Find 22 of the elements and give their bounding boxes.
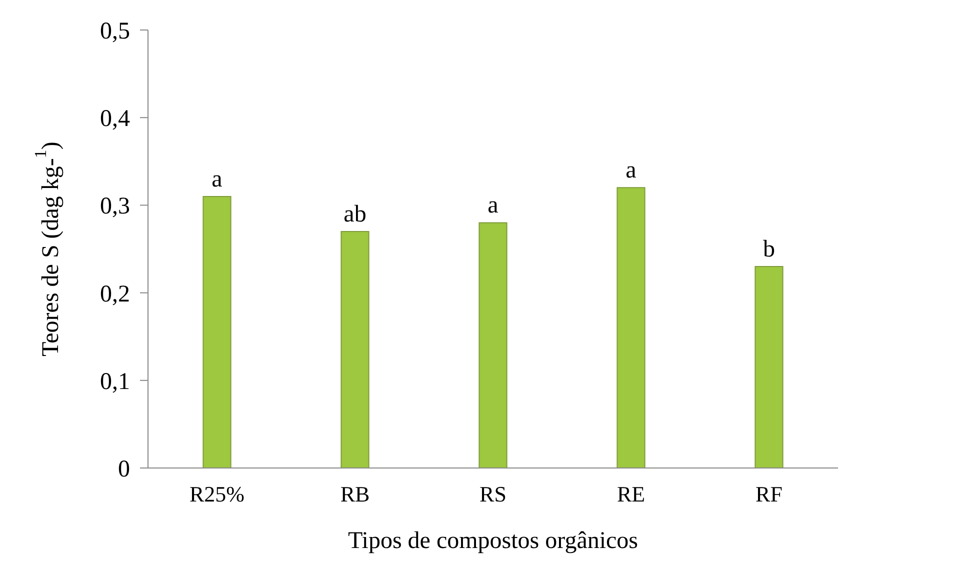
x-axis-title: Tipos de compostos orgânicos bbox=[348, 528, 638, 554]
annotation: a bbox=[488, 192, 499, 219]
y-tick-label: 0,5 bbox=[100, 18, 130, 45]
annotation: a bbox=[626, 158, 637, 184]
annotation: a bbox=[212, 166, 223, 192]
annotation: b bbox=[763, 236, 775, 263]
y-tick-label: 0,2 bbox=[100, 281, 130, 308]
bar bbox=[616, 187, 646, 468]
bar bbox=[478, 222, 508, 468]
annotation: ab bbox=[344, 201, 366, 228]
y-tick-label: 0,4 bbox=[100, 106, 130, 132]
y-tick-label: 0 bbox=[118, 456, 130, 483]
bar bbox=[754, 266, 784, 468]
x-tick-label: RE bbox=[616, 482, 646, 507]
y-tick-label: 0,3 bbox=[100, 194, 130, 220]
x-tick-label: RF bbox=[756, 482, 782, 507]
x-tick-label: RB bbox=[340, 482, 370, 507]
x-tick-label: R25% bbox=[190, 482, 244, 507]
x-tick-label: RS bbox=[480, 482, 506, 507]
bar bbox=[340, 230, 370, 468]
bar bbox=[202, 196, 232, 468]
y-tick-label: 0,1 bbox=[100, 368, 130, 395]
